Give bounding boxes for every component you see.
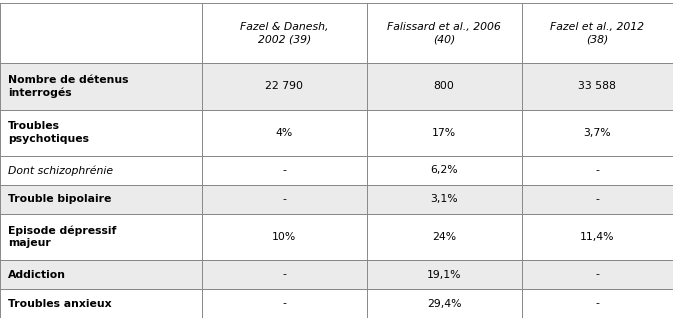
Text: Nombre de détenus
interrogés: Nombre de détenus interrogés [8, 75, 129, 98]
Text: 17%: 17% [432, 128, 456, 138]
Bar [0, 214, 673, 260]
Text: Dont schizophrénie: Dont schizophrénie [8, 165, 113, 176]
Text: -: - [596, 299, 599, 308]
Text: Troubles anxieux: Troubles anxieux [8, 299, 112, 308]
Bar [0, 260, 673, 289]
Text: 4%: 4% [276, 128, 293, 138]
Text: Trouble bipolaire: Trouble bipolaire [8, 194, 112, 204]
Bar [0, 289, 673, 318]
Text: -: - [596, 194, 599, 204]
Bar [0, 156, 673, 185]
Text: 33 588: 33 588 [578, 81, 616, 92]
Text: 29,4%: 29,4% [427, 299, 462, 308]
Text: Fazel & Danesh,
2002 (39): Fazel & Danesh, 2002 (39) [240, 22, 328, 45]
Text: 10%: 10% [272, 232, 297, 242]
Text: 6,2%: 6,2% [430, 165, 458, 175]
Text: Addiction: Addiction [8, 270, 66, 280]
Text: -: - [596, 165, 599, 175]
Text: -: - [283, 270, 286, 280]
Text: 22 790: 22 790 [265, 81, 304, 92]
Text: Fazel et al., 2012
(38): Fazel et al., 2012 (38) [551, 22, 644, 45]
Text: -: - [283, 165, 286, 175]
Text: Falissard et al., 2006
(40): Falissard et al., 2006 (40) [387, 22, 501, 45]
Bar [0, 3, 673, 63]
Text: -: - [283, 194, 286, 204]
Bar [0, 63, 673, 110]
Text: 800: 800 [433, 81, 455, 92]
Text: 3,7%: 3,7% [583, 128, 611, 138]
Text: Episode dépressif
majeur: Episode dépressif majeur [8, 225, 116, 248]
Text: Troubles
psychotiques: Troubles psychotiques [8, 121, 89, 144]
Text: 11,4%: 11,4% [580, 232, 614, 242]
Bar [0, 110, 673, 156]
Text: 19,1%: 19,1% [427, 270, 462, 280]
Text: 3,1%: 3,1% [430, 194, 458, 204]
Bar [0, 185, 673, 214]
Text: -: - [283, 299, 286, 308]
Text: 24%: 24% [432, 232, 456, 242]
Text: -: - [596, 270, 599, 280]
